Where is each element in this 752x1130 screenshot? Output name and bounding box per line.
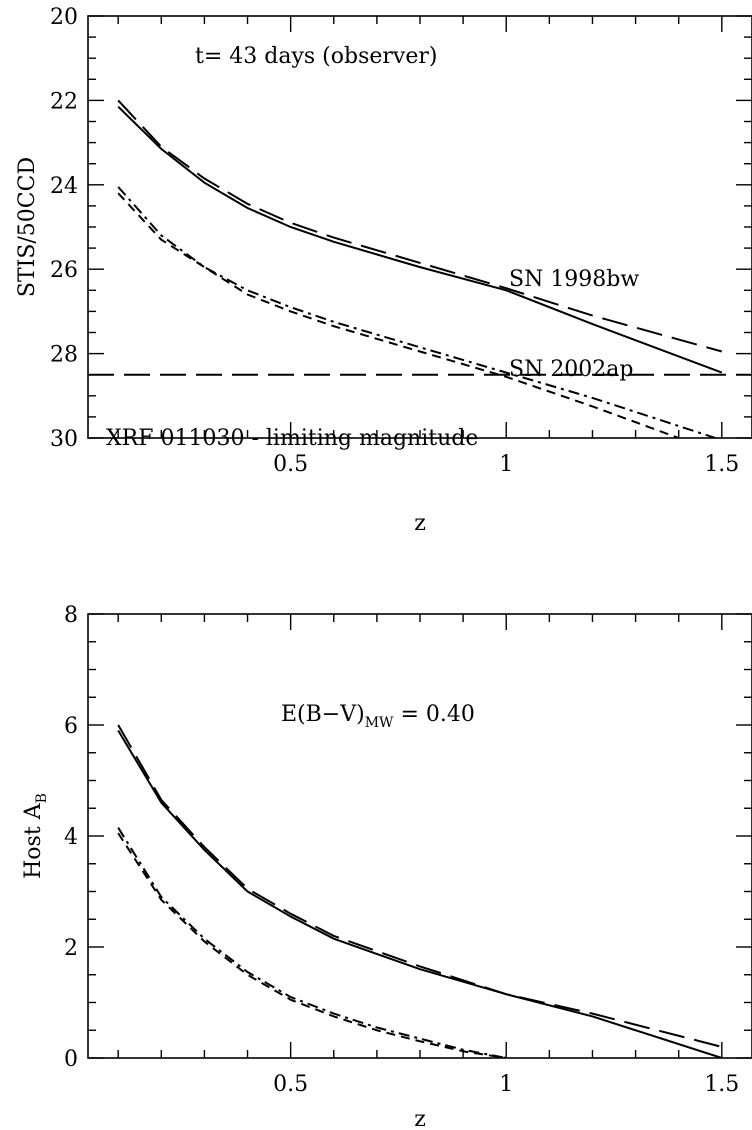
extinction-series [117, 724, 723, 1058]
magnitude-y-axis-title: STIS/50CCD [15, 157, 40, 297]
sn2002ap-label: SN 2002ap [509, 357, 634, 382]
y-tick-label: 20 [50, 5, 78, 30]
x-tick-label: 1.5 [704, 452, 739, 477]
x-tick-label: 1 [499, 452, 513, 477]
extinction-panel: 0.5 1 1.5 0 2 4 6 8 E(B−V)MW = 0.40 z Host AB [21, 603, 752, 1130]
magnitude-tick-labels: 0.5 1 1.5 20 22 24 26 28 30 [50, 5, 739, 477]
x-tick-label: 1.5 [704, 1072, 739, 1097]
sn1998bw-label: SN 1998bw [509, 267, 639, 292]
series-line-solid [117, 729, 723, 1058]
extinction-tick-labels: 0.5 1 1.5 0 2 4 6 8 [64, 603, 739, 1097]
x-tick-label: 1 [499, 1072, 513, 1097]
y-tick-label: 30 [50, 427, 78, 452]
series-line-solid [117, 105, 723, 374]
magnitude-series [117, 99, 723, 438]
extinction-y-axis-title: Host AB [21, 793, 50, 879]
ebv-subscript: MW [365, 715, 394, 731]
ebv-annotation: E(B−V)MW = 0.40 [281, 702, 475, 731]
series-line-short-dash [117, 832, 507, 1058]
x-tick-label: 0.5 [273, 452, 308, 477]
series-line-dash-dot [117, 186, 719, 438]
y-tick-label: 2 [64, 936, 78, 961]
y-tick-label: 6 [64, 714, 78, 739]
y-tick-label: 0 [64, 1047, 78, 1072]
series-line-long-dash [117, 724, 723, 1048]
y-tick-label: 24 [50, 174, 78, 199]
y-tick-label: 4 [64, 825, 78, 850]
limit-annotation: XRF 011030 - limiting magnitude [106, 426, 478, 451]
ebv-prefix: E(B−V) [281, 702, 365, 727]
epoch-annotation: t= 43 days (observer) [195, 44, 437, 69]
ebv-value: = 0.40 [393, 702, 474, 727]
extinction-plot-frame [87, 613, 752, 1059]
magnitude-x-axis-title: z [414, 511, 426, 536]
series-line-long-dash [117, 99, 723, 353]
host-a-label: Host A [21, 802, 46, 879]
magnitude-panel: 0.5 1 1.5 20 22 24 26 28 30 t= 43 days (observer… [15, 5, 752, 536]
y-tick-label: 26 [50, 258, 78, 283]
y-tick-label: 22 [50, 89, 78, 114]
extinction-ticks [88, 613, 752, 1059]
x-tick-label: 0.5 [273, 1072, 308, 1097]
series-line-dash-dot [117, 827, 507, 1058]
series-line-short-dash [117, 192, 680, 438]
y-tick-label: 28 [50, 343, 78, 368]
host-a-subscript: B [34, 793, 50, 803]
y-tick-label: 8 [64, 603, 78, 628]
magnitude-ticks [88, 15, 752, 439]
extinction-x-axis-title: z [414, 1107, 426, 1130]
